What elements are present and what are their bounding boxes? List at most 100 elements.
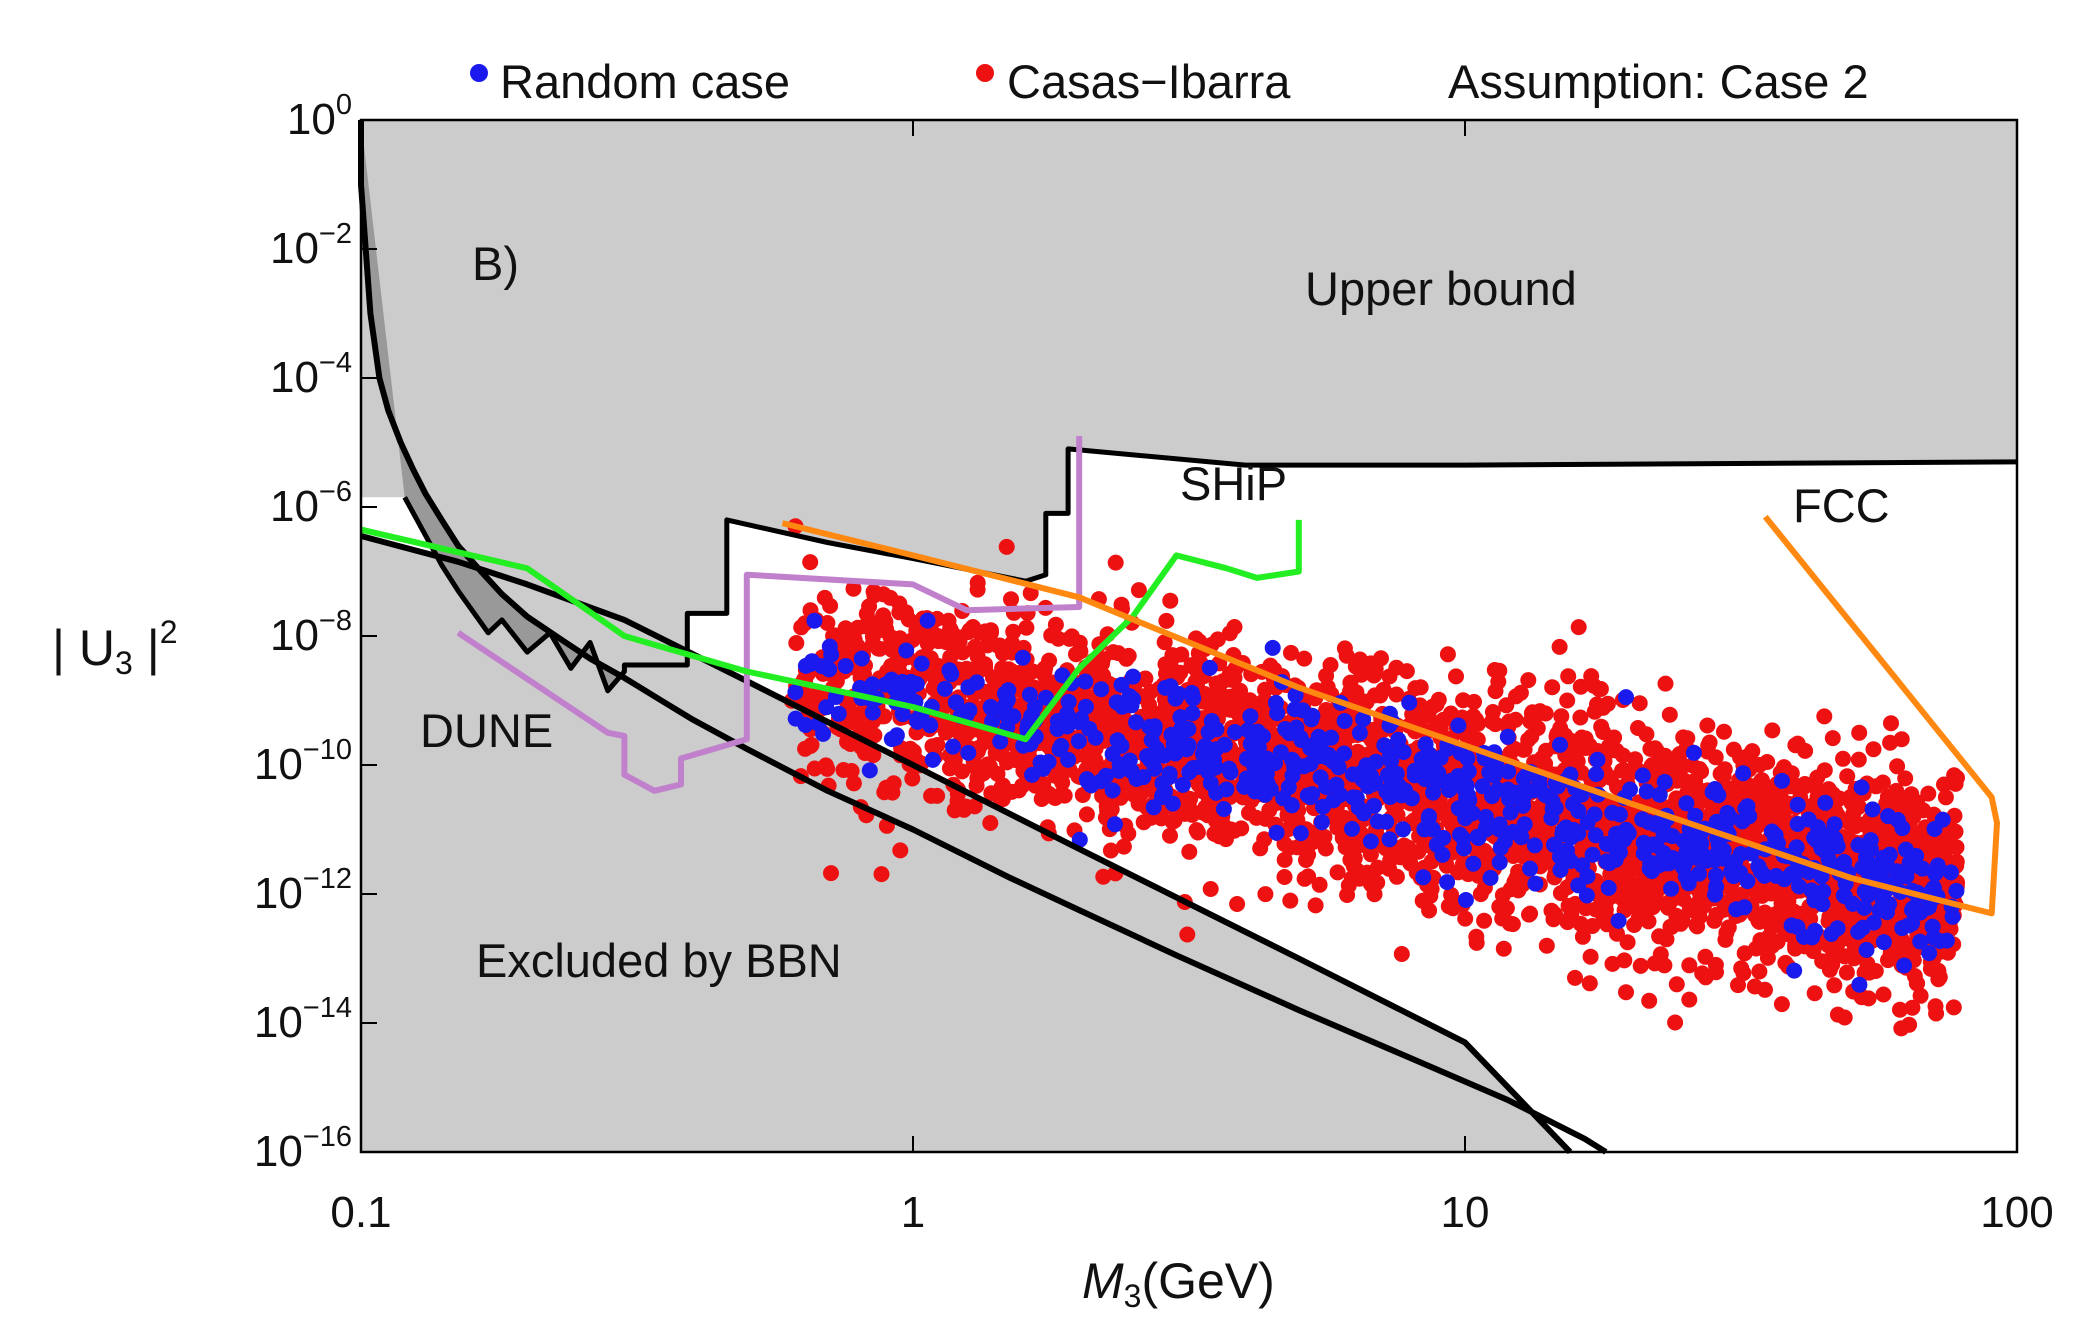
random-case-point <box>1304 737 1321 754</box>
random-case-point <box>1108 694 1125 711</box>
casas-ibarra-point <box>1789 735 1806 752</box>
random-case-point <box>1783 917 1800 934</box>
random-case-point <box>1032 754 1049 771</box>
fcc-curve <box>781 514 2000 917</box>
random-case-point <box>818 699 835 716</box>
random-case-point <box>1817 794 1834 811</box>
random-case-point <box>1739 798 1756 815</box>
casas-ibarra-point <box>788 635 805 651</box>
random-case-point <box>1893 868 1910 885</box>
casas-ibarra-point <box>1619 934 1636 951</box>
random-case-point <box>1579 814 1596 831</box>
casas-ibarra-point <box>1572 678 1589 695</box>
casas-ibarra-point <box>1570 619 1587 636</box>
random-case-point <box>1570 803 1587 819</box>
casas-ibarra-point <box>984 669 1001 686</box>
casas-ibarra-point <box>979 637 996 654</box>
random-case-point <box>1401 694 1418 711</box>
casas-ibarra-point <box>1024 663 1041 680</box>
random-case-point <box>1362 833 1379 850</box>
casas-ibarra-point <box>1790 780 1807 797</box>
casas-ibarra-point <box>823 865 839 882</box>
random-case-point <box>1395 821 1411 838</box>
casas-ibarra-point <box>1110 645 1127 662</box>
random-case-point <box>1850 837 1867 854</box>
casas-ibarra-point <box>1706 912 1723 929</box>
random-case-point <box>1477 808 1494 825</box>
casas-ibarra-point <box>1212 816 1229 832</box>
x-tick-labels: 0.1 1 10 100 <box>330 1188 2053 1237</box>
random-case-point <box>1502 804 1519 821</box>
random-case-point <box>1707 886 1723 903</box>
random-case-point <box>1366 797 1382 814</box>
random-case-point <box>1128 714 1144 731</box>
y-tick-label: 100 <box>287 89 352 144</box>
random-case-point <box>1756 867 1773 884</box>
random-case-point <box>1691 865 1707 882</box>
y-tick-label: 10−2 <box>270 218 352 273</box>
random-case-point <box>1353 764 1370 781</box>
random-case-point <box>1038 689 1054 706</box>
random-case-point <box>1474 778 1491 795</box>
random-case-point <box>1184 760 1201 777</box>
random-case-point <box>1381 831 1398 848</box>
random-case-point <box>1215 801 1232 817</box>
ship-label: SHiP <box>1180 457 1287 510</box>
casas-ibarra-point <box>1595 724 1612 740</box>
random-case-point <box>1774 772 1790 789</box>
casas-ibarra-point <box>1820 781 1837 798</box>
casas-ibarra-point <box>1904 999 1921 1016</box>
casas-ibarra-point <box>982 622 999 639</box>
random-case-point <box>1024 766 1041 783</box>
random-case-point <box>1600 879 1617 896</box>
casas-ibarra-point <box>1657 675 1674 692</box>
random-case-point <box>1795 928 1812 945</box>
casas-ibarra-point <box>1661 706 1678 723</box>
casas-ibarra-point <box>1528 707 1545 723</box>
casas-ibarra-point <box>1937 789 1954 806</box>
dune-label: DUNE <box>420 704 553 757</box>
casas-ibarra-point <box>1681 957 1698 974</box>
casas-ibarra-point <box>1651 928 1668 945</box>
casas-ibarra-point <box>1750 781 1766 798</box>
casas-ibarra-point <box>1751 756 1768 773</box>
random-case-point <box>982 698 999 715</box>
casas-ibarra-point <box>1375 681 1392 698</box>
casas-ibarra-point <box>1892 1001 1908 1018</box>
random-case-point <box>1685 744 1702 761</box>
random-case-point <box>1077 698 1094 715</box>
random-case-point <box>802 656 819 673</box>
casas-ibarra-point <box>1572 915 1589 932</box>
random-case-point <box>1854 919 1871 936</box>
random-case-point <box>1221 760 1237 777</box>
random-case-point <box>1516 816 1533 833</box>
random-case-point <box>1563 829 1580 846</box>
random-case-point <box>1417 736 1434 753</box>
casas-ibarra-point <box>1435 711 1452 728</box>
casas-ibarra-point <box>1120 825 1137 842</box>
random-case-point <box>1292 825 1309 842</box>
casas-ibarra-point <box>1520 672 1537 689</box>
casas-ibarra-point <box>1559 692 1576 709</box>
casas-ibarra-point <box>1092 666 1108 683</box>
random-case-point <box>1170 686 1187 702</box>
casas-ibarra-point <box>1948 839 1965 856</box>
random-case-point <box>1201 659 1218 676</box>
random-case-point <box>1606 839 1623 856</box>
bbn-label: Excluded by BBN <box>476 934 842 987</box>
casas-ibarra-point <box>1816 708 1833 725</box>
random-case-point <box>1814 896 1831 913</box>
casas-ibarra-point <box>1633 892 1649 909</box>
casas-ibarra-point <box>1763 789 1780 806</box>
casas-ibarra-point <box>816 589 833 606</box>
random-case-point <box>1634 767 1651 784</box>
random-case-point <box>1584 846 1601 863</box>
casas-ibarra-point <box>1466 711 1483 728</box>
casas-ibarra-point <box>1908 975 1925 992</box>
casas-ibarra-point <box>956 801 972 818</box>
casas-ibarra-point <box>1755 939 1772 956</box>
casas-ibarra-point <box>1618 984 1634 1001</box>
casas-ibarra-point <box>1893 731 1910 748</box>
casas-ibarra-point <box>1179 926 1196 943</box>
